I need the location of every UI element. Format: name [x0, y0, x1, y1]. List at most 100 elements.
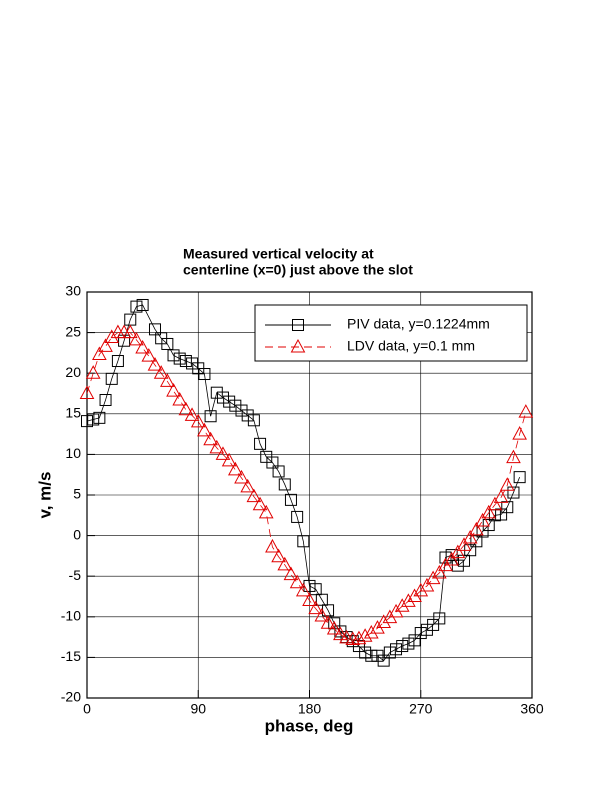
marker-square [377, 654, 390, 667]
y-tick-label: 15 [65, 405, 81, 421]
y-tick-label: 30 [65, 283, 81, 299]
marker-square [371, 649, 384, 662]
marker-square [383, 646, 396, 659]
marker-square [223, 395, 236, 408]
marker-triangle [129, 331, 144, 346]
marker-triangle [246, 488, 262, 503]
y-tick-label: -15 [61, 648, 81, 664]
marker-triangle [487, 496, 503, 511]
marker-square [402, 637, 415, 650]
marker-triangle [178, 401, 194, 416]
marker-square [173, 352, 186, 365]
marker-triangle [431, 564, 447, 579]
marker-triangle [227, 461, 243, 476]
x-axis-label: phase, deg [265, 716, 354, 735]
marker-triangle [116, 324, 132, 339]
y-tick-label: 5 [73, 486, 81, 502]
marker-triangle [333, 626, 348, 641]
marker-triangle [302, 592, 317, 607]
marker-triangle [277, 556, 293, 571]
marker-square [130, 300, 143, 313]
marker-triangle [320, 615, 336, 629]
marker-square [241, 409, 254, 422]
marker-square [427, 618, 440, 631]
chart-title: Measured vertical velocity at [183, 246, 374, 262]
marker-triangle [184, 407, 200, 421]
marker-triangle [122, 324, 138, 339]
legend-label: LDV data, y=0.1 mm [347, 338, 475, 354]
marker-triangle [85, 365, 101, 379]
marker-square [292, 319, 304, 331]
marker-square [414, 627, 427, 640]
marker-triangle [234, 469, 249, 484]
marker-triangle [481, 504, 497, 519]
marker-triangle [160, 373, 175, 387]
marker-square [396, 640, 409, 653]
marker-triangle [252, 496, 268, 511]
marker-triangle [314, 607, 330, 622]
marker-square [111, 355, 124, 368]
marker-triangle [190, 413, 206, 428]
marker-triangle [413, 582, 429, 597]
marker-triangle [345, 631, 361, 646]
marker-square [204, 410, 217, 423]
marker-triangle [271, 548, 286, 563]
marker-triangle [351, 630, 367, 645]
marker-square [118, 334, 131, 347]
marker-triangle [394, 598, 410, 612]
y-tick-label: -10 [61, 608, 81, 624]
marker-triangle [203, 431, 218, 446]
marker-triangle [215, 446, 231, 460]
y-tick-label: -20 [61, 689, 81, 705]
marker-square [247, 414, 260, 427]
y-tick-label: 0 [73, 526, 81, 542]
marker-triangle [92, 346, 107, 361]
x-tick-label: 360 [520, 701, 544, 717]
marker-square [482, 519, 495, 532]
marker-triangle [363, 624, 379, 639]
marker-square [278, 478, 291, 491]
marker-square [284, 493, 297, 506]
marker-triangle [79, 385, 95, 399]
x-tick-label: 180 [298, 701, 322, 717]
marker-triangle [209, 439, 225, 454]
marker-triangle [376, 614, 392, 628]
marker-square [365, 649, 378, 662]
marker-triangle [308, 600, 324, 615]
marker-triangle [135, 339, 150, 354]
marker-triangle [104, 329, 120, 343]
marker-triangle [499, 477, 515, 491]
marker-triangle [326, 620, 342, 635]
marker-triangle [289, 574, 305, 589]
marker-square [445, 549, 458, 562]
marker-triangle [401, 593, 416, 607]
marker-triangle [419, 577, 435, 592]
marker-square [235, 404, 248, 417]
plot-frame [86, 291, 533, 699]
marker-triangle [110, 324, 126, 339]
x-tick-label: 270 [409, 701, 433, 717]
marker-square [105, 372, 118, 385]
marker-triangle [444, 551, 459, 566]
marker-triangle [147, 357, 163, 371]
marker-square [507, 486, 520, 499]
marker-triangle [469, 521, 484, 536]
marker-triangle [240, 478, 256, 493]
y-tick-label: -5 [69, 567, 82, 583]
marker-square [309, 583, 322, 596]
marker-square [433, 612, 446, 625]
series-line [86, 304, 521, 662]
marker-square [210, 386, 223, 399]
x-tick-label: 0 [83, 701, 91, 717]
marker-triangle [357, 628, 373, 642]
marker-square [291, 510, 304, 523]
marker-square [408, 634, 421, 647]
legend-label: PIV data, y=0.1224mm [347, 316, 490, 332]
marker-square [297, 535, 310, 548]
marker-square [161, 337, 174, 350]
marker-triangle [221, 452, 237, 467]
marker-triangle [283, 566, 299, 581]
marker-square [390, 643, 403, 656]
marker-triangle [462, 529, 478, 544]
marker-square [167, 349, 180, 362]
